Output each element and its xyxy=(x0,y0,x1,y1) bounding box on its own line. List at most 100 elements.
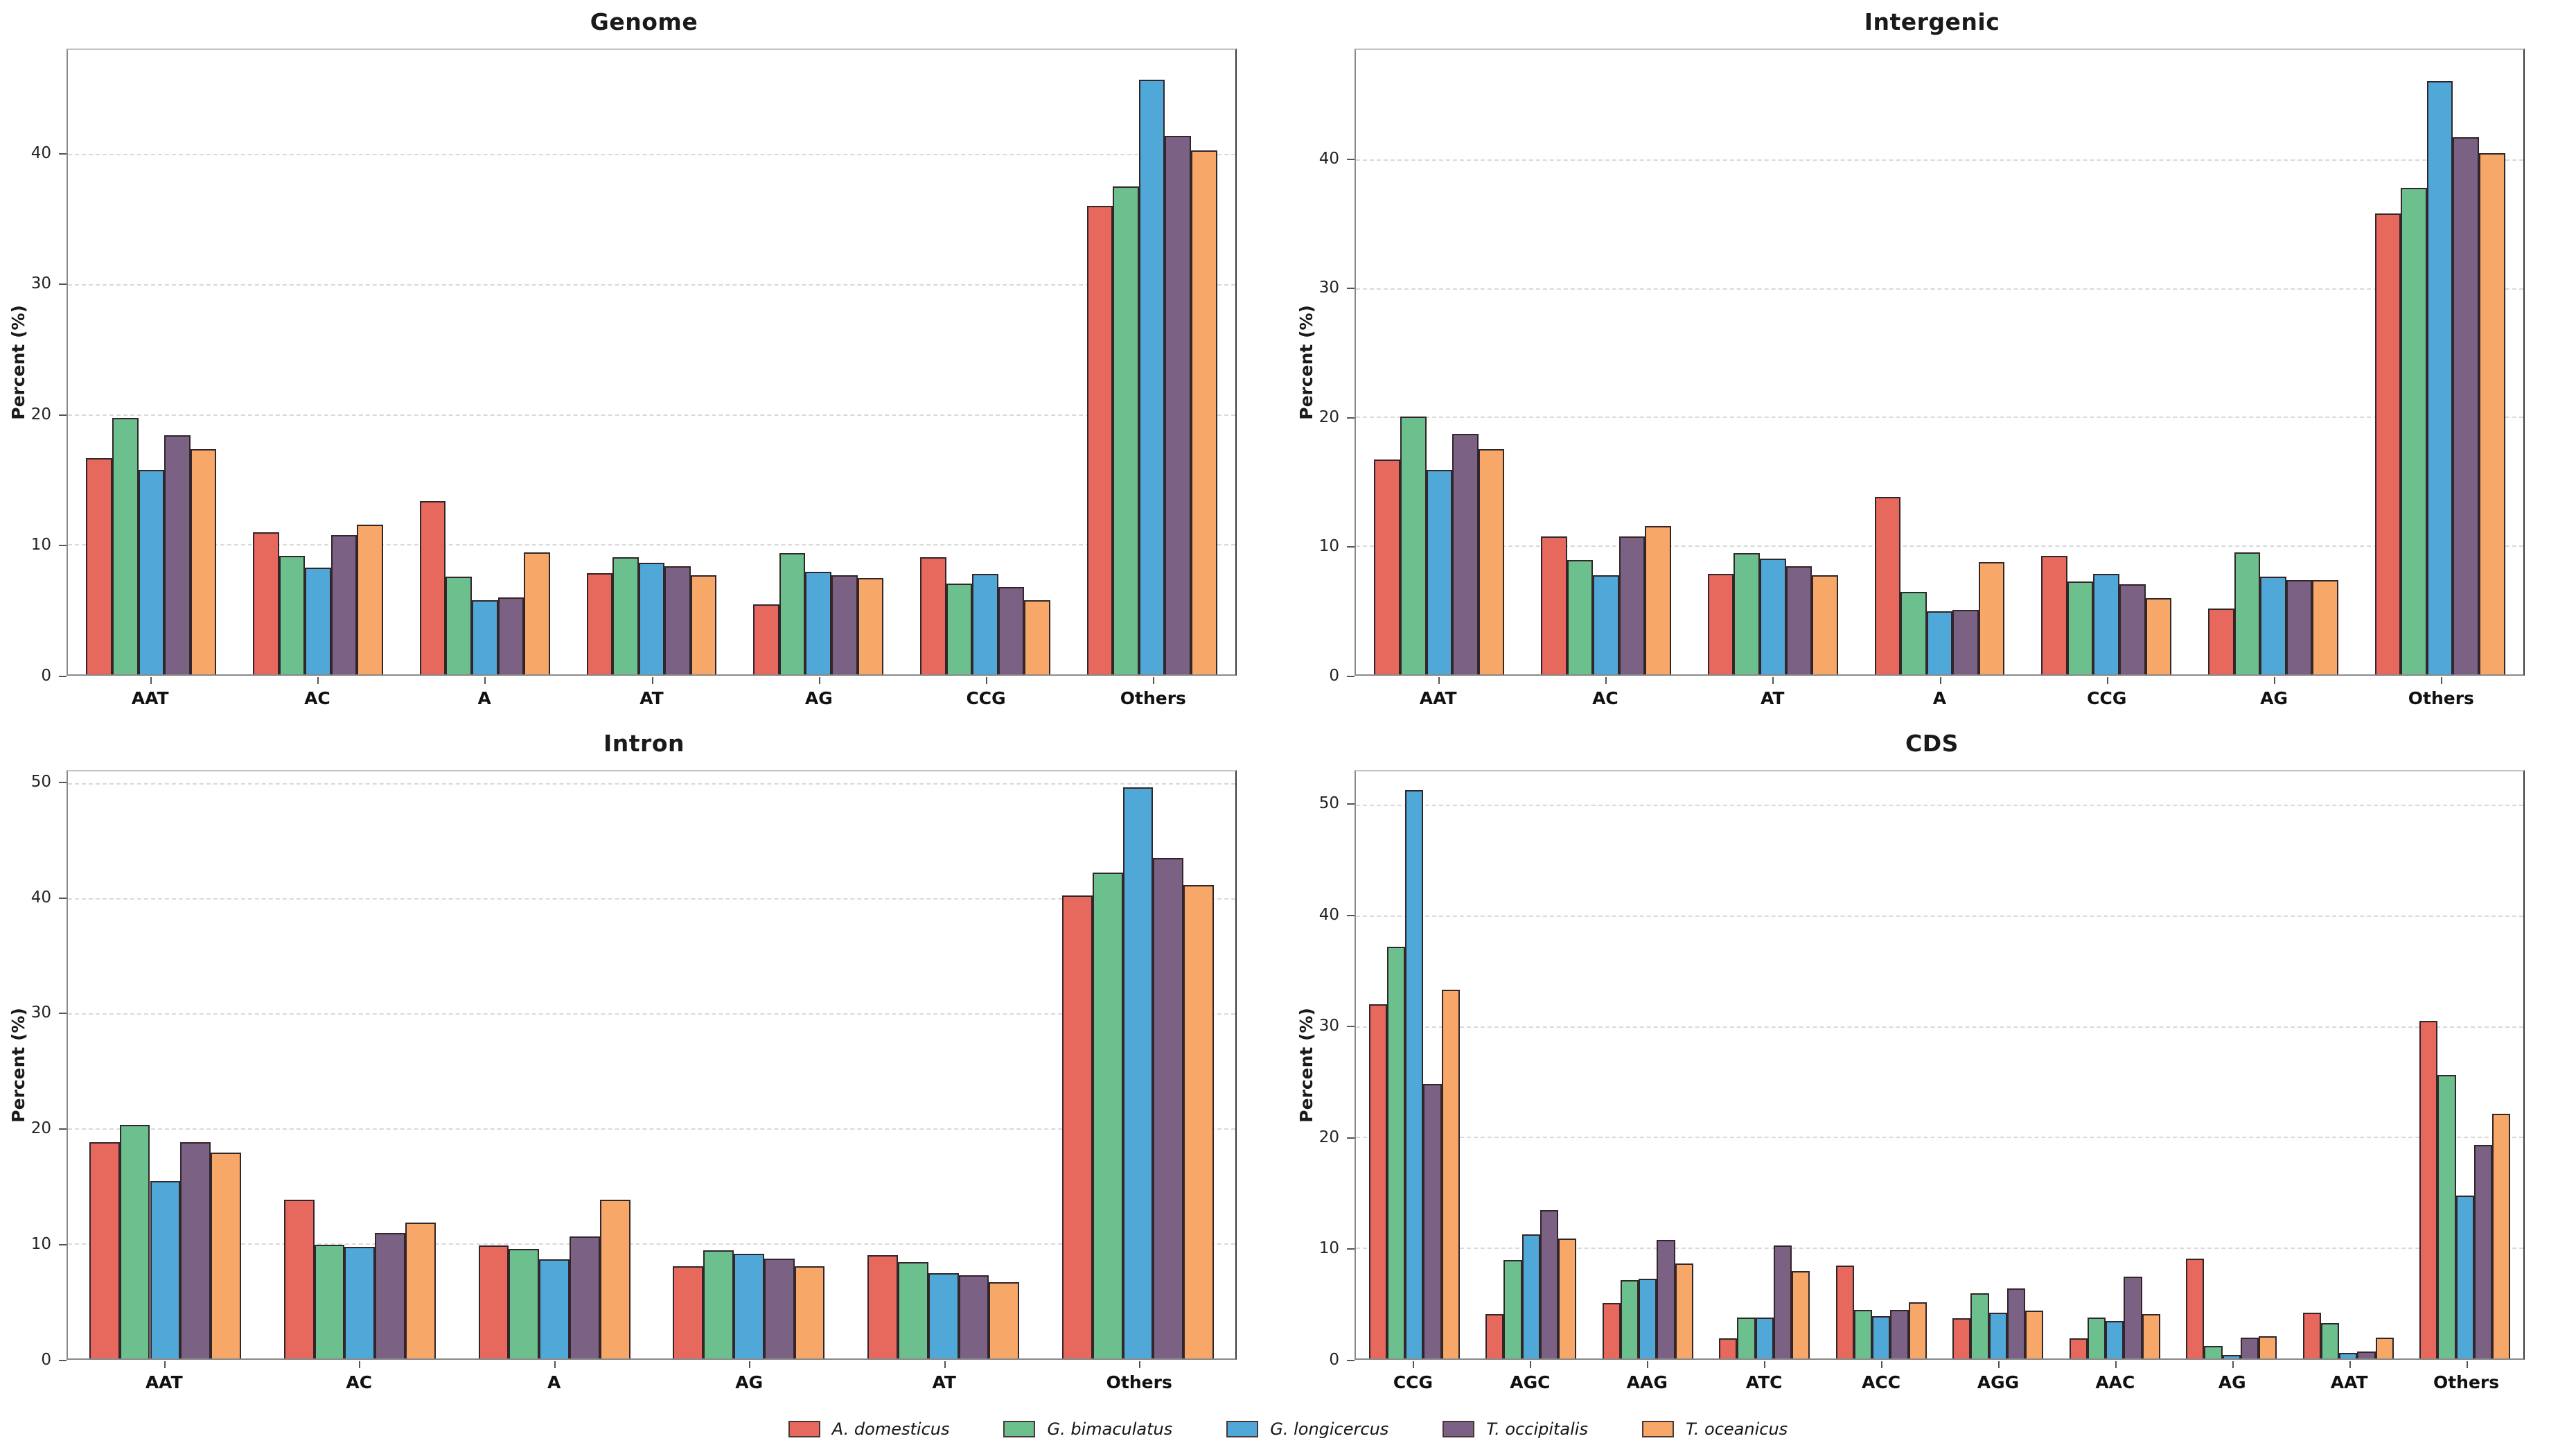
bar-t-occipitalis-at xyxy=(1785,566,1812,674)
x-tick-mark xyxy=(359,1361,361,1368)
y-axis: 0 10 20 30 40 50 xyxy=(1288,770,1355,1369)
y-tick-label: 0 xyxy=(1329,1351,1339,1369)
bar-g-longicercus-aat xyxy=(150,1181,181,1358)
y-tick-label: 20 xyxy=(30,1119,51,1138)
bar-g-longicercus-ag xyxy=(734,1253,764,1358)
x-tick-mark xyxy=(2106,677,2108,684)
bar-a-domesticus-aac xyxy=(2069,1338,2088,1358)
bar-t-oceanicus-others xyxy=(2478,152,2505,674)
panel-cds: CDS Percent (%) 0 10 20 30 40 50 CCG AGC AAG ATC… xyxy=(1288,721,2576,1406)
panel-title: Intergenic xyxy=(1864,8,2000,35)
bottom-row: Intron Percent (%) 0 10 20 30 40 50 AAT AC A AG A… xyxy=(0,721,2576,1406)
bar-a-domesticus-agc xyxy=(1485,1314,1504,1358)
bar-t-oceanicus-aat xyxy=(1478,448,1505,674)
y-axis: 0 10 20 30 40 xyxy=(0,49,67,685)
x-tick-label: Others xyxy=(2433,1372,2500,1392)
bar-g-bimaculatus-ac xyxy=(279,556,306,674)
bar-t-oceanicus-atc xyxy=(1792,1270,1810,1358)
bar-g-longicercus-agc xyxy=(1521,1234,1540,1358)
x-tick-mark xyxy=(150,677,152,684)
bar-t-occipitalis-ac xyxy=(1618,536,1646,674)
plot-area xyxy=(1355,49,2525,676)
legend-item-g-bimaculatus: G. bimaculatus xyxy=(1003,1419,1172,1439)
bar-a-domesticus-atc xyxy=(1719,1338,1738,1358)
bar-g-longicercus-aac xyxy=(2106,1320,2124,1358)
panel-genome: Genome Percent (%) 0 10 20 30 40 AAT AC A AT AG C… xyxy=(0,0,1288,721)
x-tick-mark xyxy=(2349,1361,2351,1368)
bar-t-oceanicus-ccg xyxy=(2145,598,2172,674)
gridline xyxy=(68,283,1235,286)
x-tick-label: AC xyxy=(1592,688,1618,708)
x-tick-label: AT xyxy=(639,688,664,708)
x-tick-label: AAG xyxy=(1626,1372,1668,1392)
x-tick-mark xyxy=(2441,677,2443,684)
gridline xyxy=(68,1243,1235,1245)
bar-a-domesticus-ac xyxy=(253,532,279,674)
bar-t-oceanicus-ac xyxy=(405,1223,436,1358)
x-tick-label: AAT xyxy=(1419,688,1457,708)
legend-item-a-domesticus: A. domesticus xyxy=(788,1419,949,1439)
bar-g-bimaculatus-aat xyxy=(112,418,139,674)
x-axis: AAT AC A AT AG CCG Others xyxy=(67,677,1237,717)
bar-g-longicercus-aat xyxy=(1426,469,1453,674)
bar-t-occipitalis-agc xyxy=(1540,1209,1559,1358)
gridline xyxy=(1356,417,2523,419)
bar-g-bimaculatus-acc xyxy=(1853,1309,1873,1358)
bar-t-occipitalis-ccg xyxy=(2119,584,2146,674)
bar-t-occipitalis-aat xyxy=(1452,433,1479,674)
bar-t-oceanicus-ag xyxy=(857,578,884,674)
bar-g-longicercus-ccg xyxy=(1405,790,1424,1358)
y-tick-mark xyxy=(1347,158,1355,160)
x-tick-label: ACC xyxy=(1862,1372,1901,1392)
x-tick-label: AG xyxy=(735,1372,764,1392)
bar-t-occipitalis-ag xyxy=(2240,1337,2259,1358)
y-tick-mark xyxy=(59,781,67,783)
x-tick-mark xyxy=(2232,1361,2234,1368)
bar-t-oceanicus-aag xyxy=(1675,1263,1693,1358)
y-tick-mark xyxy=(59,1013,67,1015)
legend-label: G. longicercus xyxy=(1270,1419,1389,1439)
bar-g-longicercus-at xyxy=(638,562,665,674)
legend-item-g-longicercus: G. longicercus xyxy=(1226,1419,1388,1439)
y-axis: 0 10 20 30 40 xyxy=(1288,49,1355,685)
x-tick-mark xyxy=(1530,1361,1532,1368)
legend-swatch xyxy=(788,1420,820,1437)
plot-area xyxy=(1355,770,2525,1360)
x-tick-mark xyxy=(2274,677,2276,684)
bar-g-longicercus-a xyxy=(539,1259,570,1358)
x-axis: CCG AGC AAG ATC ACC AGG AAC AG AAT Others xyxy=(1355,1361,2525,1401)
bar-g-bimaculatus-at xyxy=(1733,553,1760,674)
gridline xyxy=(68,1128,1235,1130)
plot-area xyxy=(67,49,1237,676)
gridline xyxy=(68,154,1235,156)
bar-t-oceanicus-ag xyxy=(2259,1336,2277,1358)
x-tick-mark xyxy=(1153,677,1155,684)
bar-a-domesticus-aat xyxy=(89,1142,120,1358)
panel-title: CDS xyxy=(1905,730,1959,757)
legend-label: T. occipitalis xyxy=(1486,1419,1588,1439)
bar-g-longicercus-others xyxy=(1122,787,1154,1358)
x-tick-label: AT xyxy=(932,1372,956,1392)
bar-g-bimaculatus-ag xyxy=(2234,552,2261,674)
y-tick-mark xyxy=(1347,1248,1355,1250)
bar-t-oceanicus-a xyxy=(1978,562,2005,674)
bar-t-oceanicus-aat xyxy=(211,1152,241,1358)
y-tick-label: 10 xyxy=(30,1235,51,1254)
bar-t-oceanicus-others xyxy=(1183,885,1215,1358)
bar-g-longicercus-ag xyxy=(2222,1355,2241,1358)
y-tick-label: 40 xyxy=(1318,905,1339,924)
panel-title: Intron xyxy=(603,730,685,757)
bar-g-bimaculatus-agc xyxy=(1503,1259,1522,1358)
bar-t-occipitalis-others xyxy=(2473,1144,2493,1358)
x-tick-label: AC xyxy=(346,1372,373,1392)
y-tick-label: 0 xyxy=(1329,667,1339,685)
bar-g-longicercus-at xyxy=(1760,558,1786,674)
bar-g-bimaculatus-ag xyxy=(703,1250,734,1358)
bar-g-bimaculatus-ac xyxy=(1567,559,1594,674)
y-axis: 0 10 20 30 40 50 xyxy=(0,770,67,1369)
x-axis: AAT AC AT A CCG AG Others xyxy=(1355,677,2525,717)
legend-item-t-occipitalis: T. occipitalis xyxy=(1443,1419,1588,1439)
bar-g-bimaculatus-atc xyxy=(1737,1317,1756,1358)
bar-t-oceanicus-acc xyxy=(1908,1302,1927,1358)
bar-g-bimaculatus-others xyxy=(2437,1074,2456,1358)
